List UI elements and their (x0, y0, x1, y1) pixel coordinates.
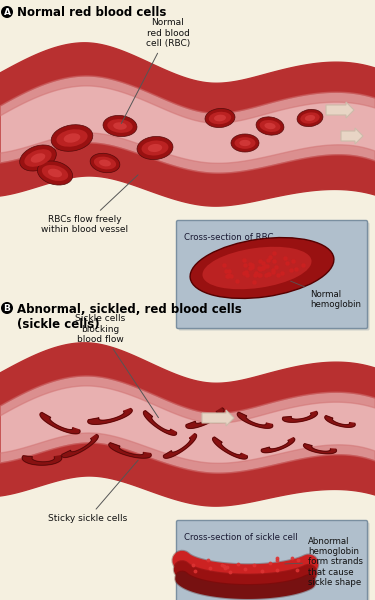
Text: Normal
red blood
cell (RBC): Normal red blood cell (RBC) (121, 18, 190, 124)
Text: Normal red blood cells: Normal red blood cells (17, 5, 166, 19)
Polygon shape (144, 411, 177, 435)
Ellipse shape (148, 144, 162, 152)
Polygon shape (164, 434, 196, 458)
Polygon shape (237, 412, 273, 428)
Ellipse shape (256, 117, 284, 135)
Ellipse shape (94, 157, 116, 169)
Text: A: A (3, 8, 10, 17)
FancyBboxPatch shape (178, 523, 369, 600)
Ellipse shape (24, 149, 52, 167)
Ellipse shape (141, 140, 168, 155)
Polygon shape (326, 102, 354, 118)
Text: Sickle cells
blocking
blood flow: Sickle cells blocking blood flow (75, 314, 159, 418)
Ellipse shape (239, 140, 250, 146)
Text: RBCs flow freely
within blood vessel: RBCs flow freely within blood vessel (41, 175, 138, 235)
Ellipse shape (297, 109, 323, 127)
FancyBboxPatch shape (178, 223, 369, 331)
Ellipse shape (305, 115, 315, 121)
Polygon shape (304, 444, 336, 454)
Polygon shape (88, 409, 132, 424)
Ellipse shape (48, 169, 62, 178)
Text: Cross-section of RBC: Cross-section of RBC (184, 233, 273, 242)
Polygon shape (341, 128, 363, 144)
Ellipse shape (107, 119, 133, 133)
Ellipse shape (113, 122, 127, 130)
Ellipse shape (231, 134, 259, 152)
Text: B: B (4, 304, 10, 313)
FancyBboxPatch shape (177, 520, 368, 600)
Text: Normal
hemoglobin: Normal hemoglobin (291, 281, 361, 310)
Polygon shape (186, 408, 224, 428)
Ellipse shape (42, 165, 68, 181)
Ellipse shape (214, 115, 226, 121)
Polygon shape (261, 438, 295, 452)
Ellipse shape (264, 123, 276, 129)
Ellipse shape (20, 145, 56, 171)
Text: Abnormal
hemoglobin
form strands
that cause
sickle shape: Abnormal hemoglobin form strands that ca… (285, 536, 363, 587)
Polygon shape (109, 443, 151, 458)
Ellipse shape (99, 160, 111, 166)
Polygon shape (40, 413, 80, 434)
Polygon shape (325, 416, 355, 427)
Circle shape (1, 6, 13, 18)
Ellipse shape (209, 112, 231, 124)
Ellipse shape (260, 120, 280, 132)
Polygon shape (213, 437, 248, 459)
Ellipse shape (103, 115, 137, 137)
Ellipse shape (190, 238, 334, 298)
Ellipse shape (64, 133, 80, 143)
Ellipse shape (31, 153, 45, 163)
Ellipse shape (234, 137, 255, 149)
Polygon shape (283, 412, 317, 422)
Ellipse shape (137, 136, 173, 160)
Polygon shape (62, 434, 98, 457)
Polygon shape (22, 456, 62, 465)
Text: Cross-section of sickle cell: Cross-section of sickle cell (184, 533, 298, 542)
Ellipse shape (300, 112, 320, 124)
Ellipse shape (38, 161, 73, 185)
Text: Sticky sickle cells: Sticky sickle cells (48, 460, 138, 523)
Polygon shape (202, 410, 234, 426)
Ellipse shape (205, 109, 235, 128)
Ellipse shape (90, 153, 120, 173)
Ellipse shape (56, 129, 88, 147)
Circle shape (1, 302, 13, 314)
Text: Abnormal, sickled, red blood cells
(sickle cells): Abnormal, sickled, red blood cells (sick… (17, 303, 242, 331)
Ellipse shape (202, 247, 312, 289)
FancyBboxPatch shape (177, 220, 368, 329)
Ellipse shape (51, 125, 93, 151)
